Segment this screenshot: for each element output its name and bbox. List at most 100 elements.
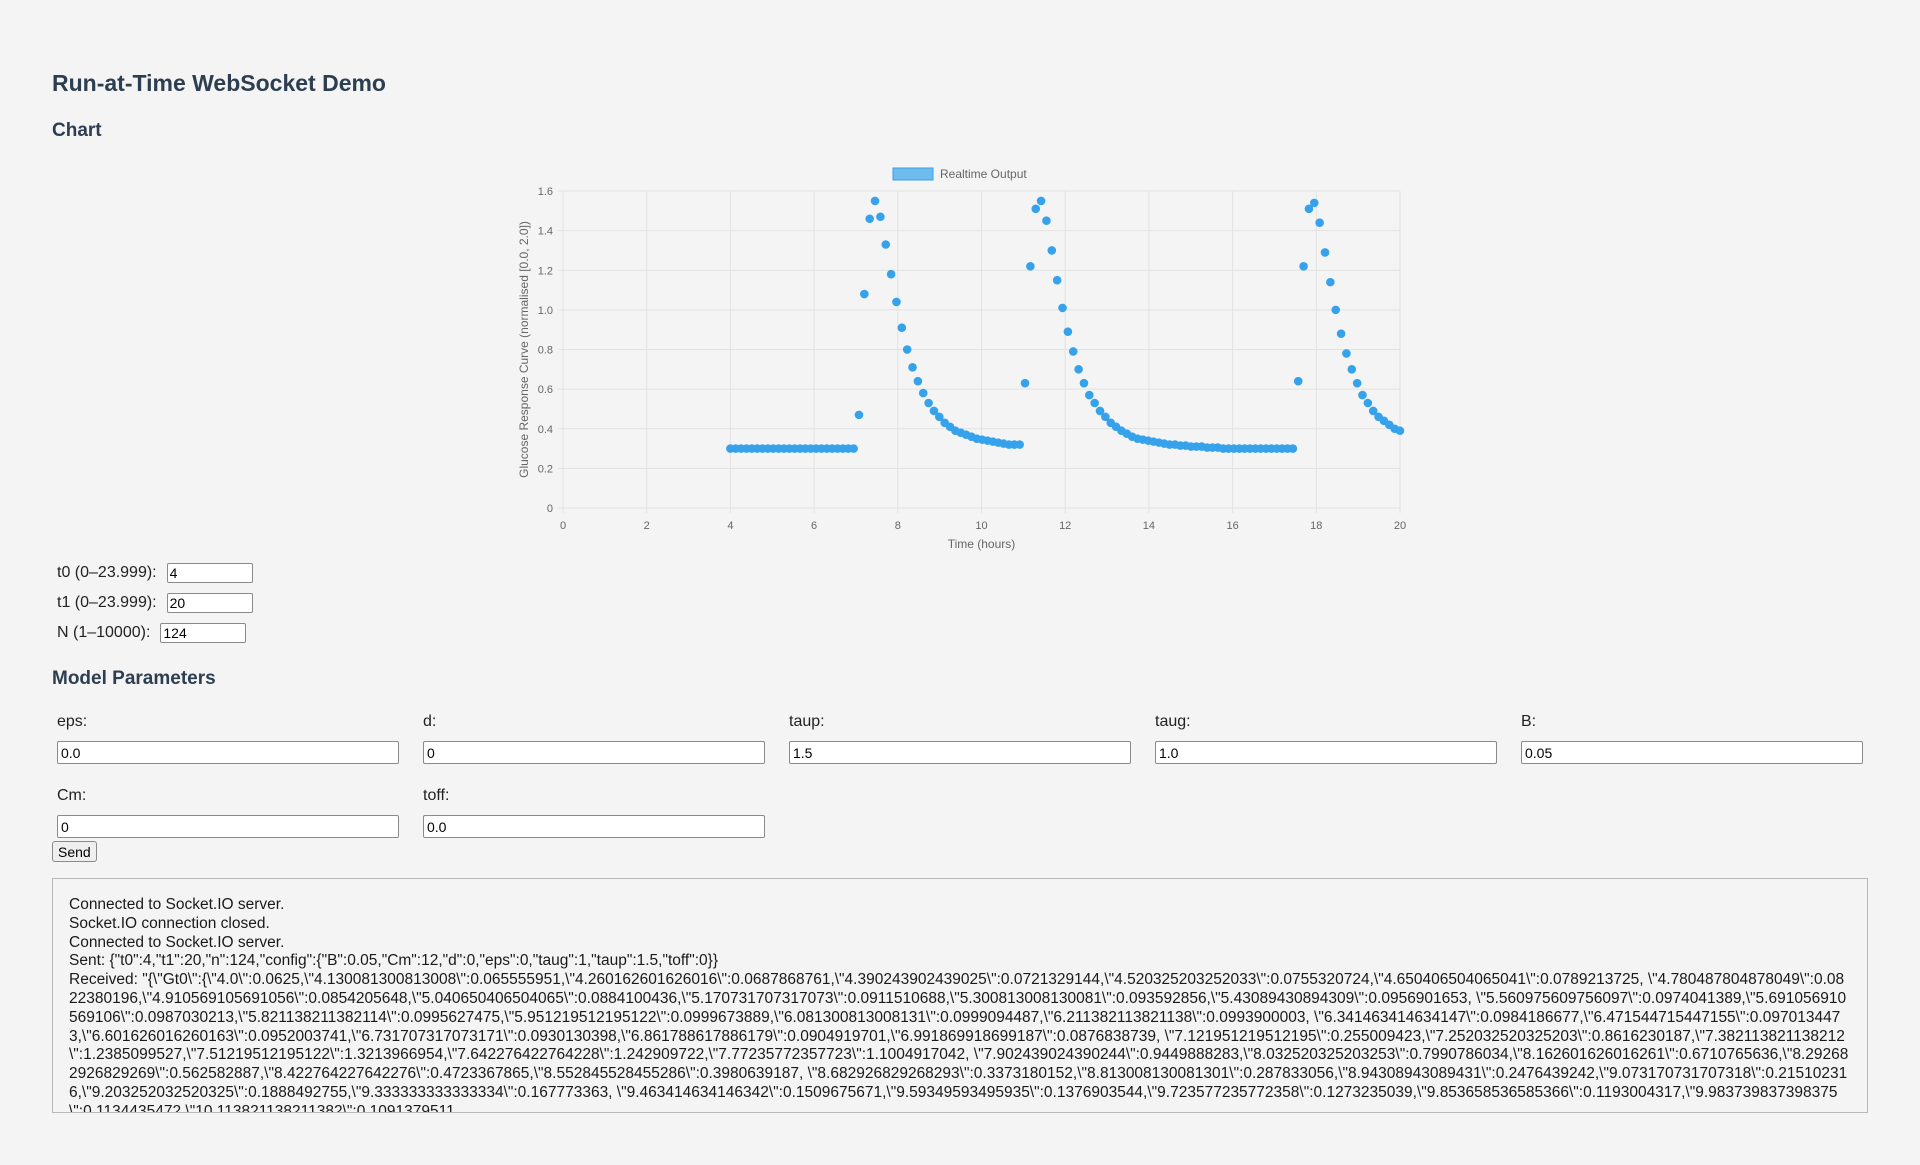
t0-label: t0 (0–23.999): bbox=[57, 564, 157, 581]
y-tick-label: 0.4 bbox=[538, 424, 553, 436]
y-tick-label: 0.2 bbox=[538, 463, 553, 475]
data-point bbox=[1347, 365, 1357, 374]
param-Cm-input[interactable] bbox=[57, 815, 399, 838]
x-tick-label: 0 bbox=[560, 520, 566, 532]
data-point bbox=[935, 412, 944, 422]
t1-label: t1 (0–23.999): bbox=[57, 594, 157, 611]
data-point bbox=[1031, 204, 1041, 214]
data-point bbox=[1090, 398, 1099, 408]
x-tick-label: 4 bbox=[727, 520, 733, 532]
data-point bbox=[1299, 261, 1308, 271]
data-point bbox=[892, 297, 901, 307]
data-point bbox=[1293, 376, 1303, 386]
data-point bbox=[1315, 218, 1324, 228]
n-row: N (1–10000): bbox=[57, 623, 247, 643]
data-point bbox=[1342, 349, 1351, 358]
data-point bbox=[865, 214, 874, 224]
param-taup-input[interactable] bbox=[789, 741, 1131, 764]
data-point bbox=[1058, 303, 1067, 313]
y-tick-label: 1.2 bbox=[538, 265, 553, 277]
data-point bbox=[918, 388, 928, 398]
param-d-label: d: bbox=[423, 713, 437, 730]
data-point bbox=[1363, 398, 1373, 408]
data-point bbox=[1085, 390, 1094, 400]
message-log[interactable]: Connected to Socket.IO server. Socket.IO… bbox=[52, 878, 1868, 1113]
data-point bbox=[854, 410, 864, 420]
param-B-input[interactable] bbox=[1521, 741, 1863, 764]
data-point bbox=[924, 398, 933, 408]
data-point bbox=[886, 269, 896, 279]
data-point bbox=[1331, 305, 1341, 315]
data-point bbox=[1326, 277, 1335, 287]
param-d-input[interactable] bbox=[423, 741, 765, 764]
y-tick-label: 1.4 bbox=[538, 226, 553, 238]
data-point bbox=[1309, 198, 1319, 208]
x-tick-label: 14 bbox=[1143, 520, 1155, 532]
legend-swatch bbox=[892, 167, 934, 181]
data-point bbox=[1020, 378, 1030, 388]
t0-input[interactable] bbox=[166, 563, 253, 583]
x-tick-label: 18 bbox=[1310, 520, 1322, 532]
y-tick-label: 0.8 bbox=[538, 345, 553, 357]
data-point bbox=[1015, 440, 1024, 449]
data-point bbox=[1368, 406, 1378, 416]
log-line: Received: "{\"Gt0\":{\"4.0\":0.0625,\"4.… bbox=[69, 971, 1849, 1113]
t0-row: t0 (0–23.999): bbox=[57, 563, 253, 583]
x-tick-label: 2 bbox=[644, 520, 650, 532]
data-point bbox=[1036, 196, 1046, 206]
data-point bbox=[1288, 444, 1298, 453]
x-tick-label: 6 bbox=[811, 520, 817, 532]
data-point bbox=[860, 289, 869, 299]
data-point bbox=[870, 196, 880, 206]
data-point bbox=[913, 376, 923, 386]
x-tick-label: 10 bbox=[975, 520, 987, 532]
x-tick-label: 16 bbox=[1226, 520, 1238, 532]
x-axis-label: Time (hours) bbox=[948, 537, 1016, 551]
send-button[interactable]: Send bbox=[52, 841, 97, 862]
data-point bbox=[1068, 347, 1078, 356]
param-d: d: bbox=[423, 713, 765, 764]
param-taug-label: taug: bbox=[1155, 713, 1191, 730]
data-point bbox=[1052, 275, 1062, 285]
log-line: Connected to Socket.IO server. bbox=[69, 933, 285, 951]
y-tick-label: 0 bbox=[547, 503, 553, 515]
data-point bbox=[1395, 426, 1405, 436]
data-point bbox=[1063, 327, 1073, 336]
data-point bbox=[876, 212, 885, 222]
y-tick-label: 0.6 bbox=[538, 384, 553, 396]
data-point bbox=[929, 406, 939, 416]
x-tick-label: 20 bbox=[1394, 520, 1406, 532]
log-line: Sent: {"t0":4,"t1":20,"n":124,"config":{… bbox=[69, 952, 719, 970]
data-point bbox=[1042, 216, 1051, 226]
legend-label: Realtime Output bbox=[940, 167, 1027, 181]
param-taug: taug: bbox=[1155, 713, 1497, 764]
x-tick-label: 12 bbox=[1059, 520, 1071, 532]
data-point bbox=[1352, 378, 1362, 388]
param-eps-label: eps: bbox=[57, 713, 88, 730]
param-B-label: B: bbox=[1521, 713, 1537, 730]
data-point bbox=[1026, 261, 1035, 271]
x-tick-label: 8 bbox=[895, 520, 901, 532]
n-label: N (1–10000): bbox=[57, 624, 151, 641]
data-point bbox=[1304, 204, 1314, 214]
t1-row: t1 (0–23.999): bbox=[57, 593, 253, 613]
n-input[interactable] bbox=[160, 623, 247, 643]
log-line: Connected to Socket.IO server. bbox=[69, 896, 285, 913]
page-title: Run-at-Time WebSocket Demo bbox=[52, 70, 386, 96]
data-point bbox=[1079, 378, 1089, 388]
data-point bbox=[1074, 365, 1083, 374]
y-tick-label: 1.6 bbox=[538, 186, 553, 198]
param-Cm: Cm: bbox=[57, 787, 399, 838]
data-point bbox=[1358, 390, 1367, 400]
y-tick-label: 1.0 bbox=[538, 305, 553, 317]
t1-input[interactable] bbox=[166, 593, 253, 613]
y-axis-label: Glucose Response Curve (normalised [0.0,… bbox=[517, 221, 531, 478]
param-taug-input[interactable] bbox=[1155, 741, 1497, 764]
param-eps: eps: bbox=[57, 713, 399, 764]
param-toff: toff: bbox=[423, 787, 765, 838]
data-point bbox=[1336, 329, 1346, 338]
param-eps-input[interactable] bbox=[57, 741, 399, 764]
param-toff-input[interactable] bbox=[423, 815, 765, 838]
chart: 0 2 4 6 8 10 12 14 16 18 20 0 0.2 0.4 0.6 0.8 1.0 1.2 1.4 1… bbox=[517, 167, 1406, 551]
data-point bbox=[902, 345, 912, 354]
